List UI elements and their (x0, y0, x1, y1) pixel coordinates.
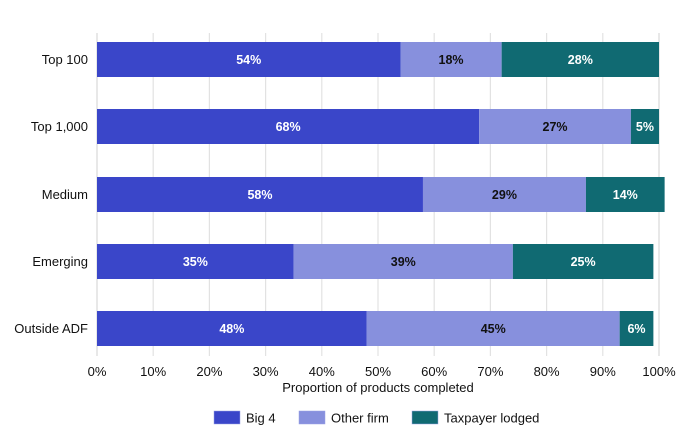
legend-label: Taxpayer lodged (444, 411, 539, 426)
bar-data-label: 45% (481, 322, 506, 336)
legend: Big 4 Other firm Taxpayer lodged (213, 410, 539, 426)
x-axis-label: Proportion of products completed (282, 380, 474, 395)
legend-swatch (411, 410, 439, 425)
x-tick-label: 30% (253, 364, 279, 379)
x-tick-label: 50% (365, 364, 391, 379)
bar-segment (585, 177, 665, 212)
bar-data-label: 58% (247, 188, 272, 202)
bar-data-label: 6% (627, 322, 645, 336)
bar-data-label: 29% (492, 188, 517, 202)
bar-data-label: 54% (236, 53, 261, 67)
x-tick-label: 40% (309, 364, 335, 379)
x-tick-label: 10% (140, 364, 166, 379)
bar-segment (97, 42, 401, 77)
bar-data-label: 27% (543, 120, 568, 134)
bar-data-label: 48% (219, 322, 244, 336)
y-category-label: Top 1,000 (31, 119, 88, 134)
x-tick-label: 60% (421, 364, 447, 379)
x-axis-ticks: 0% 10% 20% 30% 40% 50% 60% 70% 80% 90% 100% (88, 364, 676, 379)
x-tick-label: 90% (590, 364, 616, 379)
bar-segment (97, 177, 423, 212)
legend-swatch (298, 410, 326, 425)
bar-segment (479, 109, 631, 144)
bar-data-label: 28% (568, 53, 593, 67)
bar-segment (366, 311, 620, 346)
x-tick-label: 20% (196, 364, 222, 379)
y-category-label: Medium (42, 187, 88, 202)
x-tick-label: 100% (642, 364, 676, 379)
bar-segment (422, 177, 586, 212)
bar-segment (97, 109, 480, 144)
bar-segment (293, 244, 513, 279)
bars (97, 42, 665, 346)
bar-labels: 54% 18% 28% 68% 27% 5% 58% 29% 14% 35% 39% 25% 48% 45… (183, 53, 654, 336)
legend-label: Big 4 (246, 411, 276, 426)
bar-data-label: 68% (276, 120, 301, 134)
x-tick-label: 0% (88, 364, 107, 379)
y-axis-categories: Top 100 Top 1,000 Medium Emerging Outside AD… (14, 52, 88, 336)
bar-data-label: 39% (391, 255, 416, 269)
bar-segment (97, 311, 367, 346)
bar-data-label: 35% (183, 255, 208, 269)
bar-segment (97, 244, 294, 279)
legend-swatch (213, 410, 241, 425)
bar-data-label: 18% (439, 53, 464, 67)
bar-data-label: 14% (613, 188, 638, 202)
bar-segment (619, 311, 654, 346)
x-tick-label: 70% (477, 364, 503, 379)
bar-data-label: 25% (571, 255, 596, 269)
bar-segment (400, 42, 502, 77)
bar-segment (501, 42, 659, 77)
y-category-label: Outside ADF (14, 321, 88, 336)
bar-data-label: 5% (636, 120, 654, 134)
legend-label: Other firm (331, 411, 389, 426)
y-category-label: Emerging (32, 254, 88, 269)
x-tick-label: 80% (534, 364, 560, 379)
bar-segment (630, 109, 659, 144)
y-category-label: Top 100 (42, 52, 88, 67)
bar-segment (512, 244, 654, 279)
